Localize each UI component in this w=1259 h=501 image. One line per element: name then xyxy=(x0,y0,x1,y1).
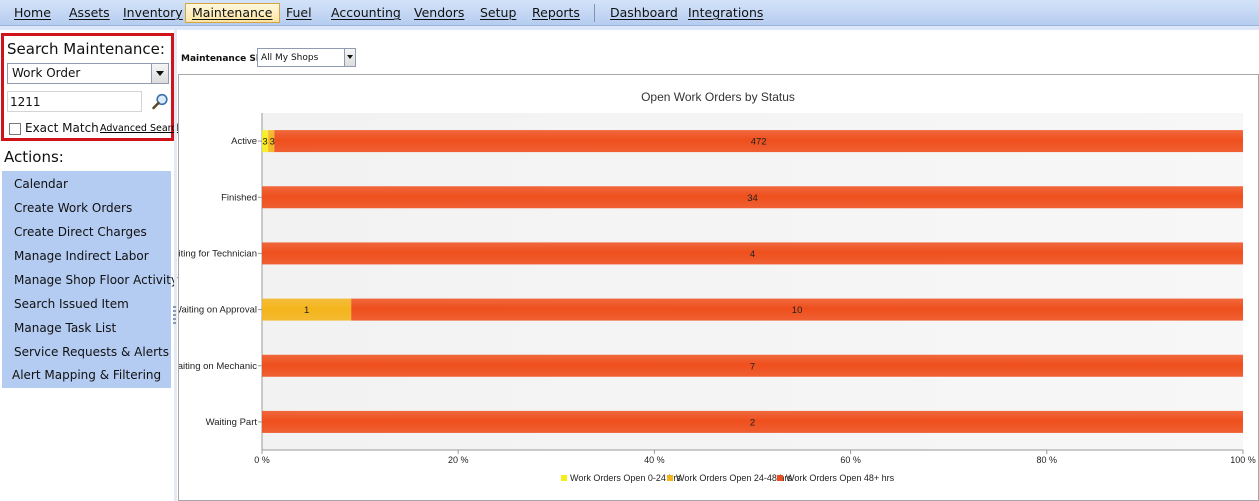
menu-fuel[interactable]: Fuel xyxy=(286,5,312,20)
menu-home[interactable]: Home xyxy=(14,5,51,20)
menu-setup[interactable]: Setup xyxy=(480,5,517,20)
bar-segment xyxy=(262,354,1243,377)
legend-swatch xyxy=(667,475,673,481)
data-label: 2 xyxy=(750,417,755,428)
data-label: 10 xyxy=(792,305,803,316)
maintenance-shop-select[interactable]: All My Shops xyxy=(257,48,356,67)
category-label: Waiting for Technician xyxy=(179,248,257,259)
menu-maintenance[interactable]: Maintenance xyxy=(185,3,280,23)
search-button[interactable] xyxy=(150,92,170,112)
data-label: 3 xyxy=(262,137,267,148)
chart-title: Open Work Orders by Status xyxy=(641,90,795,104)
exact-match-checkbox[interactable] xyxy=(9,123,21,135)
bar-segment xyxy=(351,298,1243,321)
dropdown-button[interactable] xyxy=(344,49,355,66)
dropdown-button[interactable] xyxy=(151,64,168,83)
action-create-work-orders[interactable]: Create Work Orders xyxy=(14,201,133,215)
category-label: Finished xyxy=(221,192,257,203)
search-input[interactable] xyxy=(7,91,142,112)
data-label: 4 xyxy=(750,249,755,260)
action-create-direct-charges[interactable]: Create Direct Charges xyxy=(14,225,147,239)
bar-segment xyxy=(274,130,1243,153)
bar-segment xyxy=(262,410,1243,433)
menu-inventory[interactable]: Inventory xyxy=(123,5,183,20)
action-alert-mapping-filtering[interactable]: Alert Mapping & Filtering xyxy=(12,368,162,382)
action-calendar[interactable]: Calendar xyxy=(14,177,68,191)
main-menu-bar: Home Assets Inventory Maintenance Fuel A… xyxy=(0,0,1259,26)
chevron-down-icon xyxy=(156,71,164,76)
category-label: Waiting Part xyxy=(206,417,258,428)
x-tick-label: 80 % xyxy=(1037,455,1058,465)
data-label: 472 xyxy=(751,137,767,148)
menu-accounting[interactable]: Accounting xyxy=(331,5,401,20)
bar-segment xyxy=(262,186,1243,209)
action-search-issued-item[interactable]: Search Issued Item xyxy=(14,297,129,311)
maintenance-shop-label: Maintenance Shop: xyxy=(181,54,279,64)
menu-vendors[interactable]: Vendors xyxy=(414,5,465,20)
search-type-value: Work Order xyxy=(12,66,81,80)
content-top-strip xyxy=(0,26,1259,30)
chart-canvas: Open Work Orders by Status 0 % 20 % 40 % 60 … xyxy=(179,90,1256,483)
plot-area xyxy=(262,113,1243,450)
actions-title: Actions: xyxy=(4,148,64,166)
data-label: 1 xyxy=(304,305,309,316)
actions-list: Calendar Create Work Orders Create Direc… xyxy=(2,171,178,388)
action-manage-shop-floor-activity[interactable]: Manage Shop Floor Activity xyxy=(14,273,179,287)
x-tick-label: 0 % xyxy=(254,455,270,465)
legend-label: Work Orders Open 24-48 hrs xyxy=(676,473,792,483)
search-maintenance-panel: Search Maintenance: Work Order Exact Mat… xyxy=(1,33,183,141)
data-label: 7 xyxy=(750,361,755,372)
panel-divider xyxy=(174,30,177,501)
open-work-orders-chart: Open Work Orders by Status 0 % 20 % 40 % 60 … xyxy=(178,74,1259,501)
bar-segment xyxy=(262,130,269,153)
x-tick-label: 20 % xyxy=(448,455,469,465)
menu-dashboard[interactable]: Dashboard xyxy=(610,5,678,20)
category-label: Active xyxy=(231,136,257,147)
data-label: 34 xyxy=(747,193,758,204)
x-tick-label: 100 % xyxy=(1230,455,1256,465)
x-tick-label: 40 % xyxy=(644,455,665,465)
legend-label: Work Orders Open 48+ hrs xyxy=(786,473,895,483)
bar-segment xyxy=(268,130,275,153)
search-type-select[interactable]: Work Order xyxy=(7,63,169,84)
data-label: 3 xyxy=(270,137,275,148)
category-label: Waiting on Mechanic xyxy=(179,361,257,372)
search-title: Search Maintenance: xyxy=(7,40,165,58)
exact-match-label: Exact Match xyxy=(25,121,99,135)
splitter-handle[interactable] xyxy=(173,306,176,324)
legend-swatch xyxy=(561,475,567,481)
action-manage-indirect-labor[interactable]: Manage Indirect Labor xyxy=(14,249,149,263)
bar-segment xyxy=(262,298,352,321)
legend-label: Work Orders Open 0-24 hrs xyxy=(570,473,681,483)
chevron-down-icon xyxy=(347,55,353,59)
maintenance-shop-value: All My Shops xyxy=(261,53,319,63)
advanced-search-link[interactable]: Advanced Search xyxy=(100,123,183,134)
action-service-requests-alerts[interactable]: Service Requests & Alerts xyxy=(14,345,169,359)
legend-swatch xyxy=(777,475,783,481)
category-label: Waiting on Approval xyxy=(179,305,257,316)
menu-integrations[interactable]: Integrations xyxy=(688,5,764,20)
bar-segment xyxy=(262,242,1243,265)
action-manage-task-list[interactable]: Manage Task List xyxy=(14,321,117,335)
x-tick-label: 60 % xyxy=(840,455,861,465)
menu-separator xyxy=(594,4,595,22)
menu-reports[interactable]: Reports xyxy=(532,5,580,20)
menu-assets[interactable]: Assets xyxy=(69,5,110,20)
magnifier-icon xyxy=(152,93,168,110)
